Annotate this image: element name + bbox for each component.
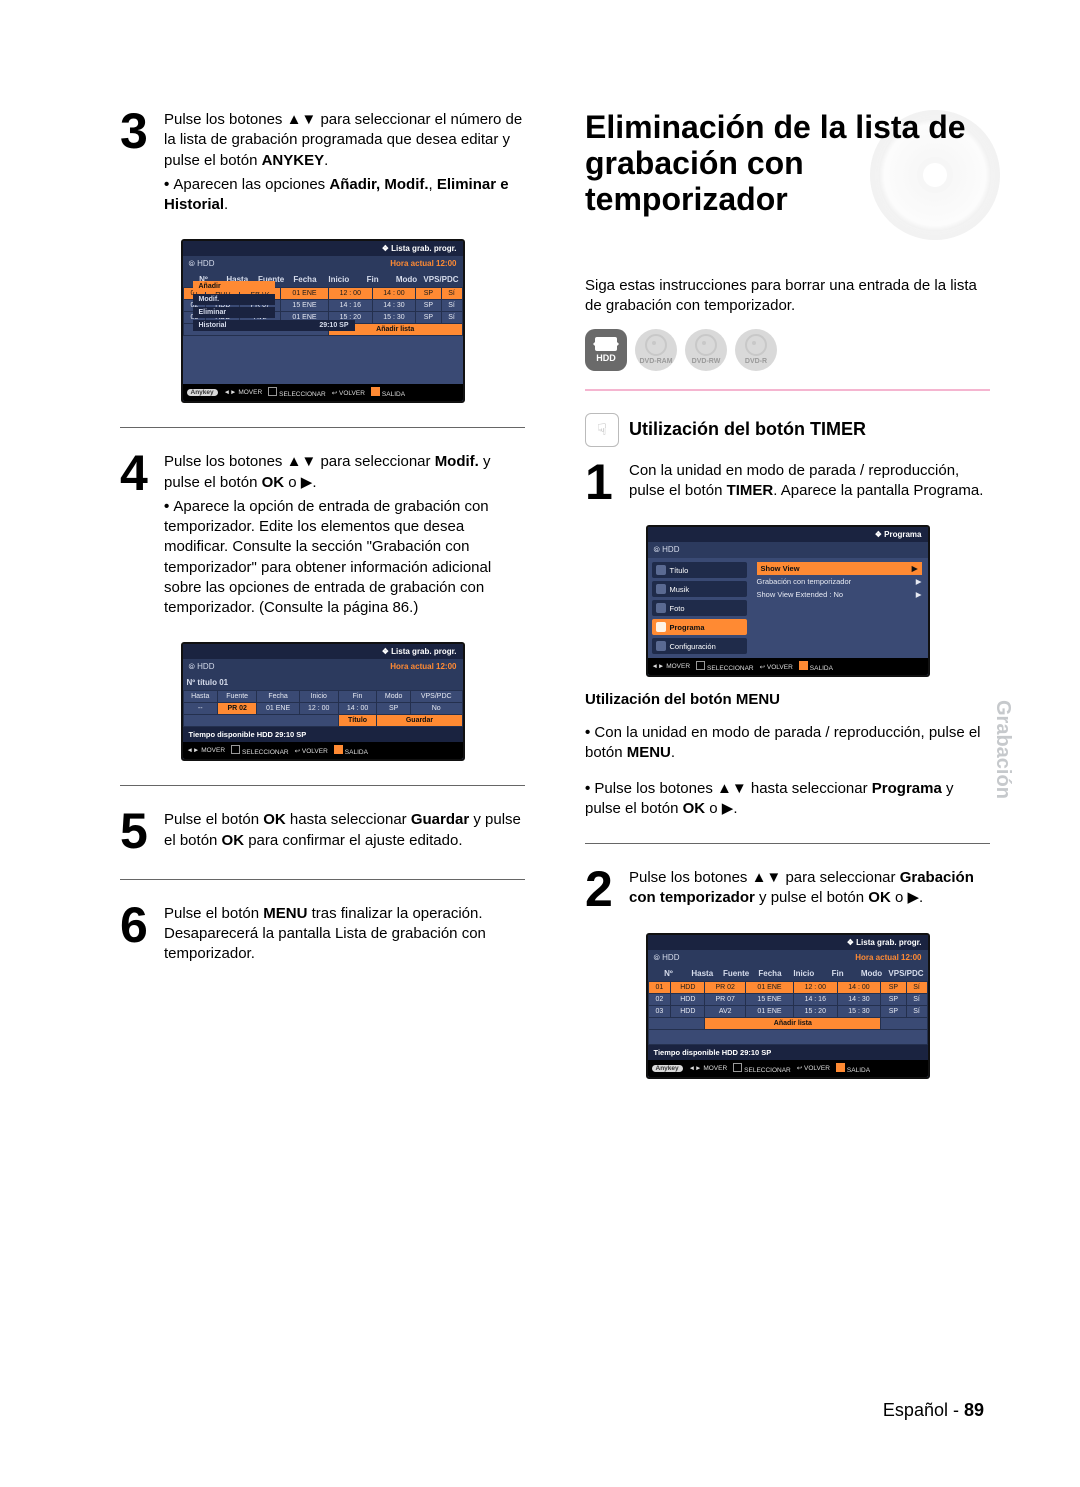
- dvd-r-badge: DVD-R: [735, 329, 777, 371]
- step-4: 4 Pulse los botones ▲▼ para seleccionar …: [120, 452, 525, 622]
- hand-icon: ☟: [585, 413, 619, 447]
- timer-section-head: ☟ Utilización del botón TIMER: [585, 413, 990, 447]
- osd-screenshot-edit: Lista grab. progr. ⦾ HDD Hora actual 12:…: [181, 642, 465, 761]
- step-number: 3: [120, 110, 152, 219]
- osd-side-nav: Título Musik Foto Programa Configuración: [648, 558, 751, 658]
- left-column: 3 Pulse los botones ▲▼ para seleccionar …: [120, 110, 525, 1093]
- text: Aparecen las opciones: [173, 176, 329, 193]
- step4-bullet: Aparece la opción de entrada de grabació…: [164, 497, 525, 619]
- osd-screenshot-list-menu: Lista grab. progr. ⦾ HDD Hora actual 12:…: [181, 239, 465, 403]
- right-step-2: 2 Pulse los botones ▲▼ para seleccionar …: [585, 868, 990, 913]
- page-footer: Español - 89: [883, 1400, 984, 1421]
- right-column: Eliminación de la lista de grabación con…: [585, 110, 990, 1093]
- step-6: 6 Pulse el botón MENU tras finalizar la …: [120, 904, 525, 969]
- dvd-ram-badge: DVD-RAM: [635, 329, 677, 371]
- osd-screenshot-programa: Programa ⦾ HDD Título Musik Foto Program…: [646, 525, 930, 677]
- step-number: 4: [120, 452, 152, 622]
- osd-footer: Anykey ◄► MOVER SELECCIONAR ↩ VOLVER SAL…: [183, 384, 463, 401]
- menu-subhead: Utilización del botón MENU: [585, 691, 990, 708]
- step-3: 3 Pulse los botones ▲▼ para seleccionar …: [120, 110, 525, 219]
- osd-title: Lista grab. progr.: [183, 241, 463, 256]
- media-badges: HDD DVD-RAM DVD-RW DVD-R: [585, 329, 990, 371]
- section-title: Eliminación de la lista de grabación con…: [585, 110, 990, 260]
- section-tab: Grabación: [991, 700, 1014, 799]
- osd-screenshot-list-2: Lista grab. progr. ⦾ HDD Hora actual 12:…: [646, 933, 930, 1079]
- intro-text: Siga estas instrucciones para borrar una…: [585, 276, 990, 317]
- step-5: 5 Pulse el botón OK hasta seleccionar Gu…: [120, 810, 525, 855]
- dvd-rw-badge: DVD-RW: [685, 329, 727, 371]
- right-step-1: 1 Con la unidad en modo de parada / repr…: [585, 461, 990, 506]
- anykey-label: ANYKEY: [262, 152, 325, 169]
- hdd-badge: HDD: [585, 329, 627, 371]
- text: Pulse los botones: [164, 111, 287, 128]
